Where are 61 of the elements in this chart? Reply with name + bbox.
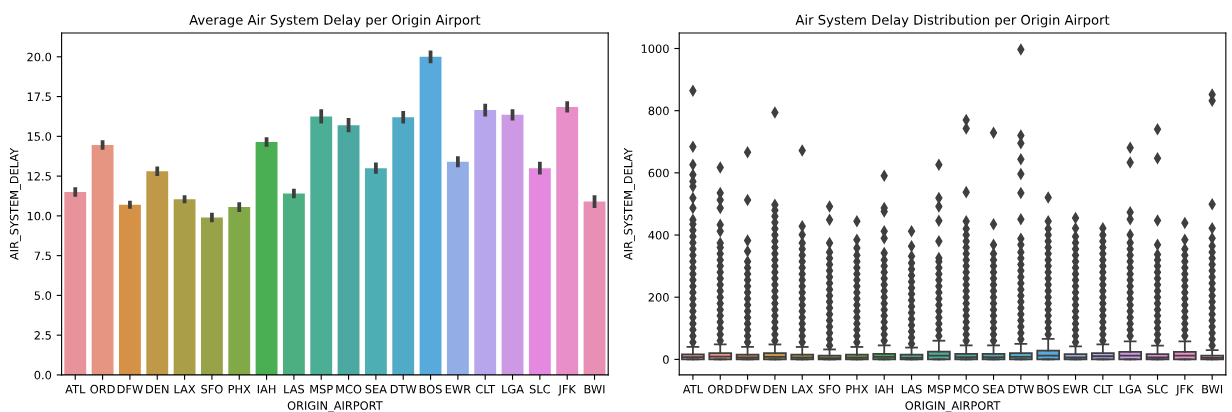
y-tick-label: 0.0 (34, 370, 52, 380)
x-axis-title: ORIGIN_AIRPORT (905, 401, 1001, 412)
x-tick-label: BWI (1202, 384, 1223, 394)
x-axis-title: ORIGIN_AIRPORT (287, 401, 383, 412)
x-tick-label: SLC (1147, 384, 1168, 394)
x-tick-label: IAH (257, 384, 276, 394)
x-tick-label: ORD (708, 384, 733, 394)
x-tick-label: MSP (310, 384, 333, 394)
x-tick-label: JFK (1175, 384, 1194, 396)
x-tick-label: DTW (390, 384, 417, 394)
x-tick-label: LAX (792, 384, 813, 394)
y-tick-label: 7.5 (34, 251, 51, 261)
x-tick-label: SFO (201, 384, 223, 394)
y-tick-label: 200 (648, 293, 669, 302)
x-tick-label: EWR (445, 384, 471, 394)
y-tick-label: 1000 (641, 44, 669, 53)
x-tick-label: LGA (1119, 384, 1142, 394)
x-tick-label: BWI (584, 384, 605, 394)
x-tick-label: LAS (284, 384, 305, 394)
x-tick-label: BOS (1037, 384, 1060, 394)
chart-title: Air System Delay Distribution per Origin Airport (795, 14, 1110, 28)
x-tick-label: SFO (818, 384, 841, 394)
x-tick-label: LAX (174, 384, 196, 394)
y-tick-label: 12.5 (27, 171, 51, 181)
y-tick-label: 600 (648, 168, 669, 178)
x-tick-label: ATL (65, 384, 86, 394)
x-tick-label: DEN (763, 384, 787, 394)
x-tick-label: JFK (557, 384, 577, 396)
x-tick-label: IAH (875, 384, 893, 394)
x-tick-label: CLT (1093, 384, 1113, 394)
x-tick-label: MCO (336, 384, 362, 394)
x-tick-label: PHX (846, 384, 869, 394)
x-tick-label: SEA (365, 384, 387, 394)
x-tick-label: DFW (117, 384, 143, 394)
chart-title: Average Air System Delay per Origin Airport (189, 14, 481, 28)
x-tick-label: DEN (146, 384, 169, 394)
x-tick-label: SEA (983, 384, 1005, 394)
y-tick-label: 15.0 (27, 132, 52, 141)
x-tick-label: DFW (735, 384, 761, 394)
y-tick-label: 20.0 (27, 52, 52, 62)
x-tick-label: ORD (90, 384, 115, 394)
y-tick-label: 5.0 (34, 291, 52, 300)
x-tick-label: BOS (419, 384, 442, 394)
x-tick-label: MCO (953, 384, 979, 394)
x-tick-label: EWR (1063, 384, 1089, 394)
y-tick-label: 17.5 (27, 92, 51, 102)
y-tick-label: 2.5 (34, 331, 51, 340)
y-tick-label: 800 (648, 106, 669, 116)
y-axis-title: AIR_SYSTEM_DELAY (623, 147, 635, 260)
y-tick-label: 0 (663, 355, 669, 364)
y-tick-label: 10.0 (27, 211, 52, 221)
y-tick-label: 400 (648, 230, 669, 240)
x-tick-label: SLC (529, 384, 551, 394)
x-tick-label: CLT (476, 384, 496, 394)
x-tick-label: MSP (928, 384, 951, 394)
x-tick-label: LGA (502, 384, 524, 394)
x-tick-label: LAS (901, 384, 922, 394)
x-tick-label: ATL (682, 384, 703, 394)
y-axis-title: AIR_SYSTEM_DELAY (9, 147, 21, 260)
x-tick-label: DTW (1008, 384, 1034, 394)
x-tick-label: PHX (228, 384, 251, 394)
